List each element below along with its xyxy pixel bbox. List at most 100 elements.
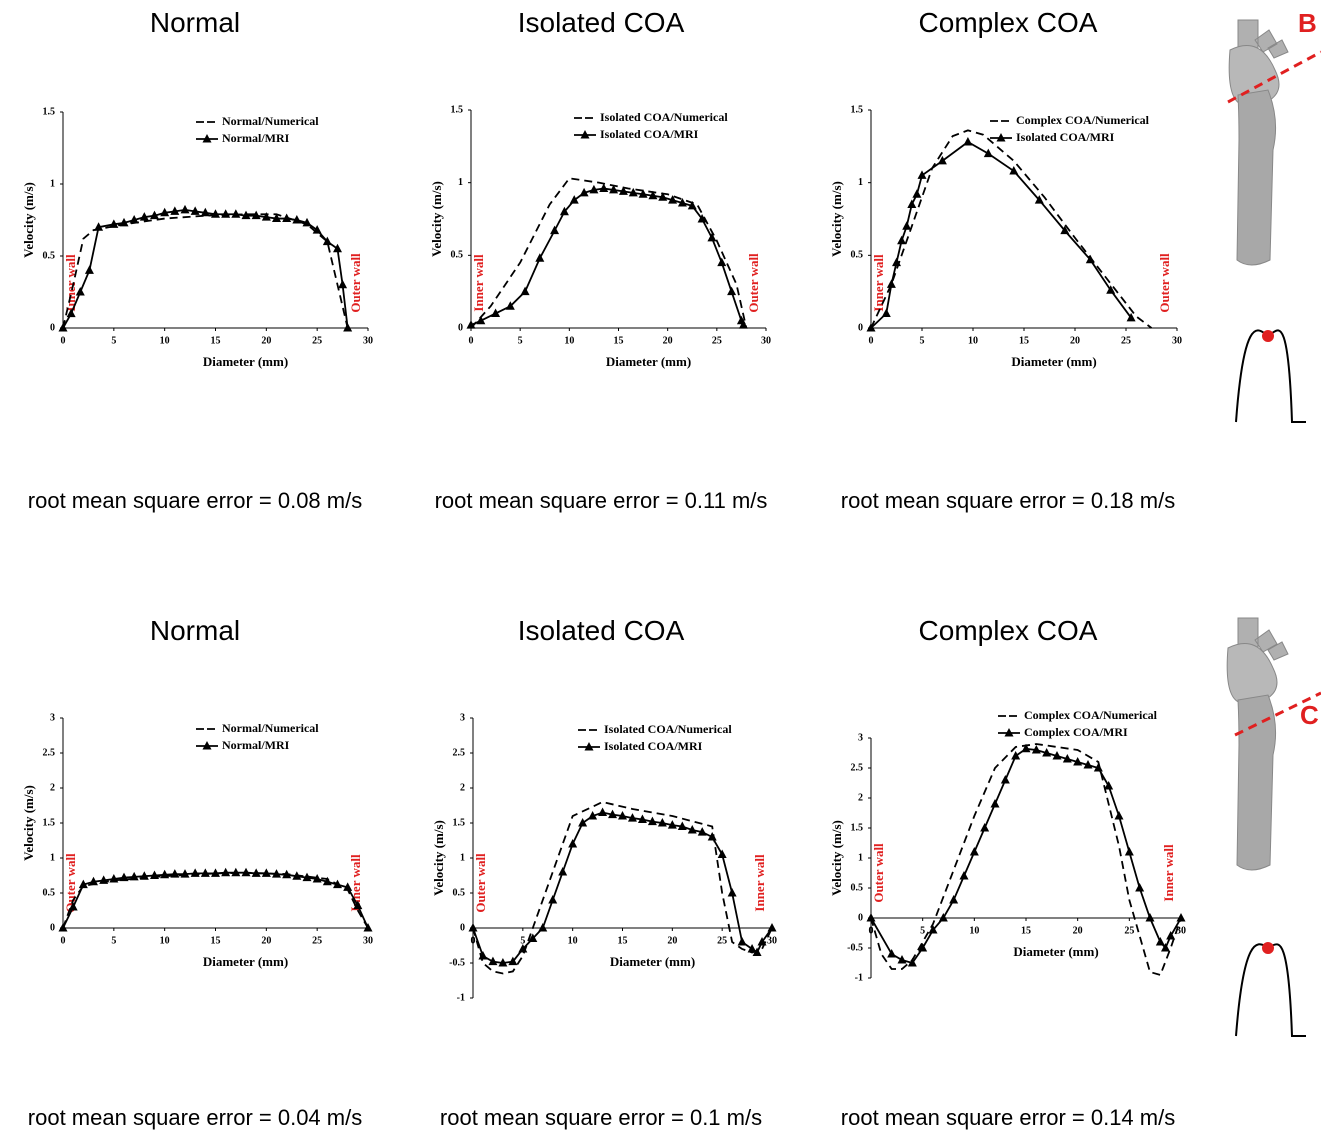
x-tick-label: 15 — [614, 335, 624, 346]
mri-point — [550, 225, 560, 235]
waveform — [1235, 943, 1306, 1037]
y-tick-label: 1 — [858, 852, 863, 863]
legend-label: Isolated COA/MRI — [600, 127, 699, 141]
mri-point — [211, 209, 220, 218]
x-tick-label: 20 — [261, 335, 271, 346]
mri-point — [292, 215, 302, 224]
x-tick-label: 30 — [363, 935, 373, 946]
mri-point — [886, 279, 896, 288]
mri-point — [322, 876, 332, 886]
y-tick-label: -1 — [855, 972, 863, 983]
y-tick-label: 3 — [460, 712, 465, 723]
mri-point — [628, 187, 638, 197]
chart-panel: Isolated COA root mean square error = 0.1… — [431, 615, 777, 1130]
legend-label: Complex COA/MRI — [1024, 725, 1128, 739]
mri-point — [251, 868, 261, 877]
y-tick-label: 0 — [858, 912, 863, 923]
caption: root mean square error = 0.11 m/s — [435, 488, 768, 513]
mri-point — [221, 209, 231, 218]
caption: root mean square error = 0.14 m/s — [841, 1105, 1175, 1130]
mri-point — [170, 869, 180, 878]
y-tick-label: 1.5 — [43, 817, 56, 828]
mri-point — [66, 308, 76, 318]
mri-point — [505, 301, 515, 310]
mri-point — [598, 807, 608, 816]
mri-point — [68, 902, 78, 911]
legend-label: Normal/MRI — [222, 131, 290, 145]
chart-panel: Isolated COA root mean square error = 0.1… — [429, 7, 771, 513]
mri-point — [261, 868, 271, 877]
x-axis-label: Diameter (mm) — [1011, 354, 1096, 369]
chart-panel: Normal root mean square error = 0.04 m/s 0… — [21, 615, 373, 1130]
mri-point — [1176, 913, 1186, 922]
legend-marker — [1004, 728, 1014, 737]
mri-point — [1124, 847, 1134, 856]
mri-point — [1011, 751, 1021, 760]
mri-point — [969, 847, 979, 856]
legend-marker — [996, 133, 1006, 142]
y-tick-label: 0.5 — [43, 250, 56, 261]
chart-panel: Complex COA root mean square error = 0.14… — [829, 615, 1186, 1130]
mri-point — [261, 212, 271, 221]
mri-point — [667, 820, 677, 829]
mri-point — [609, 184, 619, 194]
mri-point — [282, 213, 292, 223]
mri-point — [1161, 943, 1170, 952]
x-tick-label: 30 — [1176, 925, 1186, 936]
wall-label: Outer wall — [1157, 253, 1172, 313]
mri-point — [150, 870, 159, 879]
x-tick-label: 5 — [920, 335, 925, 346]
mri-point — [637, 814, 647, 823]
mri-point — [757, 937, 767, 946]
x-tick-label: 15 — [618, 935, 628, 946]
caption: root mean square error = 0.04 m/s — [28, 1105, 362, 1130]
x-axis-label: Diameter (mm) — [610, 954, 695, 969]
time-point — [1262, 330, 1274, 342]
chart-title: Isolated COA — [518, 615, 685, 646]
mri-point — [1009, 166, 1019, 175]
x-tick-label: 20 — [667, 935, 677, 946]
mri-point — [589, 184, 599, 194]
legend-marker — [580, 130, 590, 139]
panel-label: B — [1298, 8, 1317, 38]
y-tick-label: -1 — [457, 992, 465, 1003]
mri-point — [150, 210, 159, 220]
mri-point — [312, 874, 322, 883]
mri-point — [717, 257, 727, 267]
mri-point — [618, 186, 628, 195]
legend-marker — [202, 741, 212, 750]
legend-label: Isolated COA/MRI — [1016, 130, 1115, 144]
mri-point — [180, 204, 190, 214]
mri-point — [668, 195, 678, 204]
wall-label: Outer wall — [871, 843, 886, 903]
mri-point — [657, 818, 667, 827]
y-tick-label: 2.5 — [43, 747, 56, 758]
mri-point — [272, 213, 281, 223]
caption: root mean square error = 0.1 m/s — [440, 1105, 762, 1130]
x-tick-label: 25 — [312, 335, 322, 346]
mri-point — [918, 943, 928, 952]
mri-point — [697, 827, 707, 836]
mri-point — [466, 320, 476, 329]
y-tick-label: 1 — [50, 178, 55, 189]
mri-point — [588, 811, 598, 820]
wall-label: Outer wall — [63, 853, 78, 913]
time-point — [1262, 942, 1274, 954]
legend-label: Complex COA/Numerical — [1024, 708, 1158, 722]
x-axis-label: Diameter (mm) — [606, 354, 691, 369]
y-tick-label: -0.5 — [449, 957, 465, 968]
mri-point — [282, 869, 292, 879]
y-tick-label: 1 — [460, 852, 465, 863]
mri-point — [1126, 312, 1136, 322]
mri-point — [520, 286, 530, 296]
mri-point — [727, 888, 737, 897]
vessel-descending — [1236, 89, 1277, 266]
x-tick-label: 5 — [111, 935, 116, 946]
y-tick-label: 2 — [858, 792, 863, 803]
mri-point — [658, 192, 668, 201]
mri-point — [272, 869, 281, 878]
mri-point — [677, 821, 687, 830]
mri-point — [160, 207, 170, 217]
x-tick-label: 0 — [869, 925, 874, 936]
mri-point — [707, 832, 717, 841]
